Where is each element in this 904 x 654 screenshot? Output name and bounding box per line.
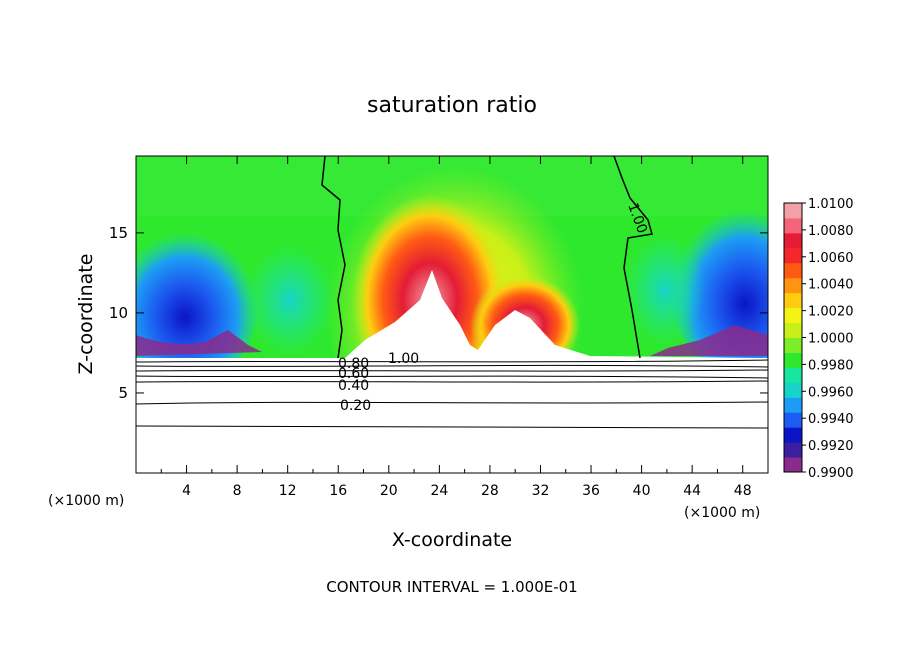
y-axis: 5 10 15 [109, 224, 768, 402]
contour-label: 1.00 [388, 351, 419, 367]
x-tick-label: 48 [734, 483, 752, 499]
x-tick-label: 28 [481, 483, 499, 499]
x-tick-label: 20 [380, 483, 398, 499]
colorbar-label: 0.9980 [808, 358, 854, 373]
right-purple-fringe [650, 325, 768, 356]
colorbar-swatch [784, 382, 802, 398]
x-tick-label: 32 [532, 483, 550, 499]
colorbar-label: 0.9940 [808, 412, 854, 427]
left-cyan-region [245, 245, 335, 355]
colorbar: 1.0100 1.0080 1.0060 1.0040 1.0020 1.0000 0.99… [783, 197, 854, 481]
x-tick-label: 24 [430, 483, 448, 499]
colorbar-label: 1.0100 [808, 197, 854, 212]
plot-field [136, 156, 768, 473]
colorbar-swatch [784, 412, 802, 428]
left-purple-fringe [136, 330, 262, 356]
colorbar-swatch [784, 232, 802, 249]
colorbar-swatch [784, 307, 802, 324]
plot-frame [135, 155, 769, 474]
colorbar-label: 1.0040 [808, 278, 854, 293]
contour-label: 0.40 [338, 378, 369, 394]
chart-title: saturation ratio [367, 93, 537, 118]
colorbar-label: 1.0060 [808, 251, 854, 266]
colorbar-swatch [784, 247, 802, 264]
x-tick-label: 36 [582, 483, 600, 499]
x-tick-label: 40 [633, 483, 651, 499]
x-tick-label: 8 [233, 483, 242, 499]
x-axis: 4 8 12 16 20 24 28 32 36 40 44 48 [160, 156, 752, 499]
colorbar-swatch [784, 203, 802, 219]
colorbar-swatch [784, 367, 802, 383]
colorbar-swatch [784, 427, 802, 443]
colorbar-swatch [784, 442, 802, 458]
right-cyan-region [625, 235, 705, 345]
x-tick-label: 44 [683, 483, 701, 499]
contour-1-00-right [613, 156, 653, 359]
y-tick-label: 15 [109, 224, 128, 242]
lower-white-region [136, 270, 768, 473]
x-tick-label: 16 [329, 483, 347, 499]
colorbar-swatch [784, 262, 802, 279]
colorbar-label: 1.0080 [808, 224, 854, 239]
colorbar-label: 1.0000 [808, 332, 854, 347]
colorbar-swatch [784, 397, 802, 413]
contour-label: 0.60 [338, 366, 369, 382]
y-tick-label: 5 [118, 384, 128, 402]
contour-1-00-left [321, 156, 346, 359]
colorbar-swatch [784, 457, 802, 473]
x-tick-label: 4 [182, 483, 191, 499]
colorbar-swatch [784, 217, 802, 234]
x-tick-label: 12 [279, 483, 297, 499]
colorbar-swatch [784, 277, 802, 294]
contour-labels: 1.00 1.00 1.00 0.80 0.60 0.40 0.20 [338, 201, 650, 414]
contour-interval-note: CONTOUR INTERVAL = 1.000E-01 [326, 578, 577, 596]
colorbar-swatch [784, 337, 802, 353]
x-unit-right: (×1000 m) [684, 505, 760, 521]
subcloud-contours [136, 359, 768, 429]
contour-label: 0.80 [338, 356, 369, 372]
colorbar-label: 0.9960 [808, 385, 854, 400]
x-axis-label: X-coordinate [392, 529, 512, 551]
colorbar-swatch [784, 292, 802, 309]
colorbar-label: 0.9920 [808, 439, 854, 454]
colorbar-label: 1.0020 [808, 305, 854, 320]
contour-label: 0.20 [340, 398, 371, 414]
y-tick-label: 10 [109, 304, 128, 322]
y-axis-label: Z-coordinate [75, 254, 97, 375]
x-unit-left: (×1000 m) [48, 493, 124, 509]
colorbar-label: 0.9900 [808, 466, 854, 481]
colorbar-swatch [784, 352, 802, 368]
colorbar-swatch [784, 322, 802, 338]
